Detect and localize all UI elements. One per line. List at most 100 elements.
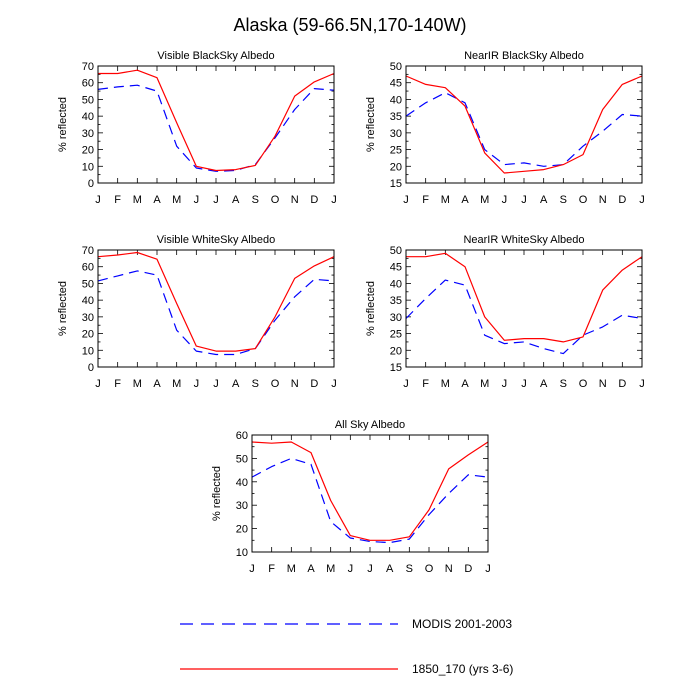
x-tick-label: J [213, 378, 219, 390]
plot-frame [405, 249, 643, 368]
x-tick-label: M [480, 378, 489, 390]
x-tick-label: M [172, 194, 181, 206]
x-tick-label: O [271, 194, 280, 206]
y-tick-label: 20 [82, 145, 94, 157]
x-tick-label: A [153, 194, 161, 206]
x-tick-label: J [502, 194, 508, 206]
y-tick-label: 40 [236, 477, 248, 489]
series-line-model [405, 75, 643, 174]
plot-frame [97, 65, 335, 184]
x-tick-label: J [95, 378, 101, 390]
series-line-model [406, 252, 643, 343]
x-tick-label: J [403, 378, 409, 390]
x-tick-label: F [114, 378, 121, 390]
series-line-modis [405, 92, 643, 167]
x-tick-label: F [422, 378, 429, 390]
x-tick-label: F [268, 563, 275, 575]
x-tick-label: J [502, 378, 508, 390]
x-tick-label: N [445, 563, 453, 575]
x-tick-label: J [95, 194, 101, 206]
x-tick-label: S [406, 563, 413, 575]
x-tick-label: J [639, 378, 645, 390]
y-tick-label: 35 [390, 295, 402, 307]
x-tick-label: O [271, 378, 280, 390]
x-tick-label: N [291, 194, 299, 206]
x-tick-label: F [422, 194, 429, 206]
x-tick-label: J [331, 378, 337, 390]
panel-title: All Sky Albedo [335, 419, 405, 431]
y-tick-label: 20 [82, 329, 94, 341]
x-tick-label: M [326, 563, 335, 575]
y-tick-label: 45 [390, 262, 402, 274]
y-tick-label: 20 [390, 345, 402, 357]
plot-frame [97, 249, 335, 368]
series-line-modis [97, 270, 335, 356]
y-tick-label: 20 [390, 161, 402, 173]
y-axis-label: % reflected [57, 281, 69, 336]
plot-frame [405, 65, 643, 184]
y-tick-label: 70 [82, 245, 94, 257]
series-line-modis [97, 84, 335, 172]
x-tick-label: J [213, 194, 219, 206]
y-tick-label: 40 [390, 278, 402, 290]
x-tick-label: D [310, 194, 318, 206]
x-tick-label: D [618, 378, 626, 390]
y-tick-label: 50 [390, 245, 402, 257]
panel-title: NearIR BlackSky Albedo [464, 50, 584, 62]
series-line-model [97, 251, 335, 352]
y-tick-label: 60 [82, 262, 94, 274]
series-line-model [251, 441, 489, 541]
plot-frame [251, 434, 489, 553]
y-tick-label: 25 [390, 145, 402, 157]
x-tick-label: A [232, 194, 240, 206]
y-tick-label: 0 [88, 178, 94, 190]
x-tick-label: M [441, 194, 450, 206]
x-tick-label: J [521, 194, 527, 206]
y-tick-label: 70 [82, 61, 94, 73]
y-axis-label: % reflected [365, 281, 377, 336]
chart-panel: Visible WhiteSky Albedo % reflected 0 10 20 3… [57, 234, 337, 390]
chart-panels: Visible BlackSky Albedo % reflected 0 10 20 3… [57, 50, 645, 575]
x-tick-label: F [114, 194, 121, 206]
series-line-modis [405, 279, 643, 355]
series-line-modis [251, 457, 489, 544]
y-tick-label: 50 [236, 453, 248, 465]
x-tick-label: A [307, 563, 315, 575]
x-tick-label: J [331, 194, 337, 206]
y-tick-label: 60 [82, 78, 94, 90]
y-tick-label: 30 [82, 128, 94, 140]
legend-label-model: 1850_170 (yrs 3-6) [412, 662, 513, 676]
x-tick-label: O [579, 378, 588, 390]
x-tick-label: J [194, 378, 200, 390]
x-tick-label: A [153, 378, 161, 390]
x-tick-label: M [441, 378, 450, 390]
y-tick-label: 30 [82, 312, 94, 324]
y-tick-label: 15 [390, 362, 402, 374]
y-tick-label: 20 [236, 524, 248, 536]
x-tick-label: N [599, 378, 607, 390]
y-tick-label: 40 [390, 94, 402, 106]
y-tick-label: 50 [82, 94, 94, 106]
y-tick-label: 60 [236, 430, 248, 442]
x-tick-label: J [403, 194, 409, 206]
x-tick-label: A [386, 563, 394, 575]
y-tick-label: 45 [390, 78, 402, 90]
y-tick-label: 15 [390, 178, 402, 190]
x-tick-label: A [540, 194, 548, 206]
x-tick-label: D [464, 563, 472, 575]
panel-title: Visible BlackSky Albedo [157, 50, 274, 62]
y-tick-label: 25 [390, 329, 402, 341]
x-tick-label: N [599, 194, 607, 206]
x-tick-label: O [579, 194, 588, 206]
series-line-model [98, 69, 335, 172]
x-tick-label: A [461, 194, 469, 206]
y-axis-label: % reflected [365, 97, 377, 152]
legend-label-modis: MODIS 2001-2003 [412, 617, 512, 631]
panel-title: Visible WhiteSky Albedo [157, 234, 275, 246]
x-tick-label: J [367, 563, 373, 575]
x-tick-label: D [310, 378, 318, 390]
x-tick-label: J [521, 378, 527, 390]
y-tick-label: 10 [82, 345, 94, 357]
y-tick-label: 30 [390, 312, 402, 324]
